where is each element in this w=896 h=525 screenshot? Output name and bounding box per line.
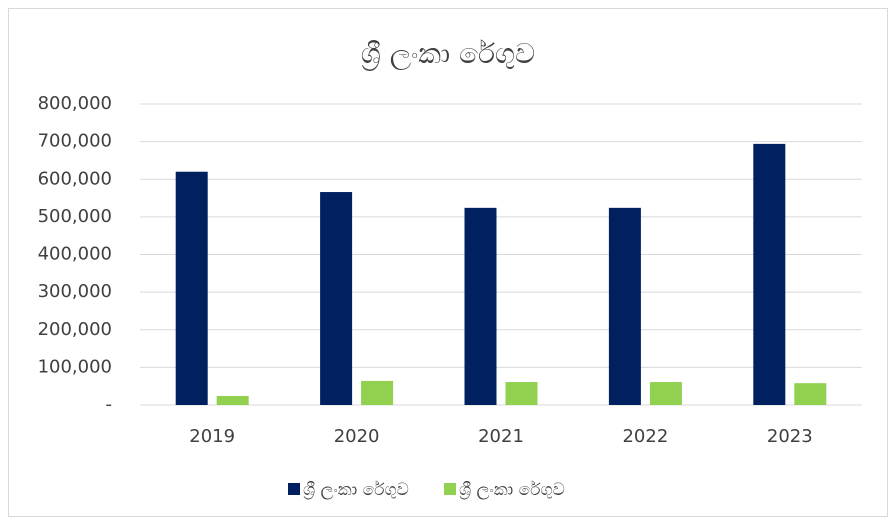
bar	[320, 192, 353, 405]
bar	[649, 382, 682, 405]
y-tick-label: 200,000	[38, 319, 112, 340]
y-tick-label: 300,000	[38, 281, 112, 302]
y-tick-label: 800,000	[38, 93, 112, 114]
x-tick-label: 2022	[622, 426, 668, 447]
bar	[505, 382, 538, 405]
y-tick-label: -	[106, 394, 113, 415]
bar	[175, 171, 208, 405]
legend-label: ශ්‍රී ලංකා රේගුව	[303, 480, 409, 500]
bar	[361, 380, 394, 405]
bar	[753, 143, 786, 405]
y-tick-label: 100,000	[38, 356, 112, 377]
chart-border	[8, 8, 888, 517]
y-tick-label: 400,000	[38, 244, 112, 265]
bar	[216, 395, 249, 405]
bar	[608, 207, 641, 405]
x-tick-label: 2021	[478, 426, 524, 447]
x-tick-label: 2019	[189, 426, 235, 447]
y-tick-label: 500,000	[38, 206, 112, 227]
x-tick-label: 2020	[334, 426, 380, 447]
chart-title: ශ්‍රී ලංකා රේගුව	[361, 37, 535, 71]
y-tick-label: 600,000	[38, 168, 112, 189]
bar	[794, 383, 827, 405]
y-tick-label: 700,000	[38, 131, 112, 152]
legend-label: ශ්‍රී ලංකා රේගුව	[459, 480, 565, 500]
x-tick-label: 2023	[767, 426, 813, 447]
legend-swatch	[444, 483, 456, 495]
bar	[464, 207, 497, 405]
legend-swatch	[288, 483, 300, 495]
